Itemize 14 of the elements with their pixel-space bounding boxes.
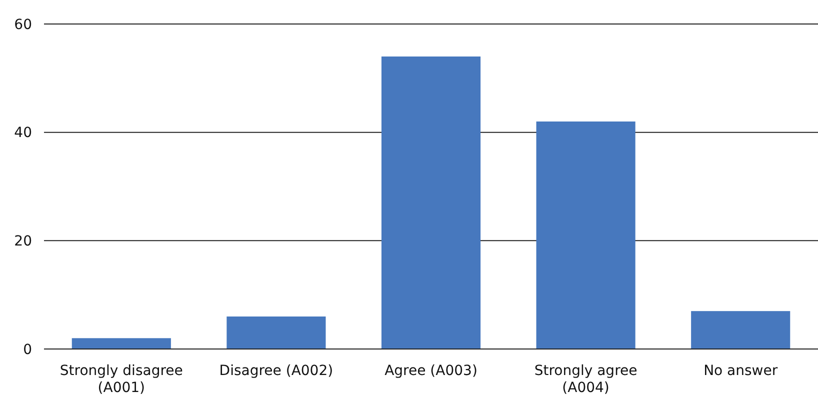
y-tick-label: 0	[23, 342, 32, 358]
y-tick-label: 40	[14, 125, 32, 142]
bar	[691, 311, 790, 349]
y-tick-label: 60	[14, 16, 32, 33]
bar	[226, 316, 326, 349]
bar	[536, 122, 636, 349]
x-tick-label: Strongly disagree (A001)	[60, 363, 183, 396]
bar	[72, 338, 171, 349]
x-tick-label: Agree (A003)	[384, 363, 478, 379]
x-tick-label: Disagree (A002)	[219, 363, 334, 379]
y-tick-label: 20	[14, 234, 32, 250]
x-tick-label: No answer	[704, 363, 778, 379]
x-tick-label: Strongly agree (A004)	[534, 363, 638, 396]
bar	[381, 56, 481, 349]
